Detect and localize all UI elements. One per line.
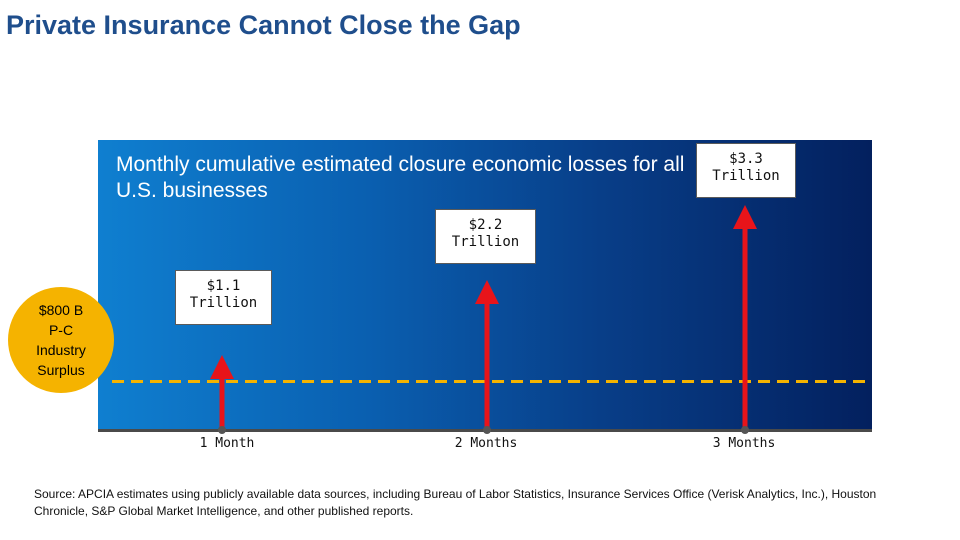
source-note: Source: APCIA estimates using publicly a… (34, 487, 877, 518)
arrow-base-dot (218, 426, 226, 434)
x-tick-label: 2 Months (454, 436, 518, 451)
value-label-amount: $1.1 (206, 278, 241, 294)
reference-line-label: $800 B P-C Industry Surplus (8, 287, 114, 393)
x-tick-label: 1 Month (199, 436, 255, 451)
value-label-3-months: $3.3 Trillion (696, 143, 796, 198)
value-label-unit: Trillion (189, 295, 258, 311)
value-label-1-month: $1.1 Trillion (175, 270, 272, 325)
arrow-head (210, 355, 234, 379)
bar-arrow-3 (733, 205, 757, 434)
x-tick-label: 3 Months (712, 436, 776, 451)
value-label-unit: Trillion (712, 168, 780, 184)
arrow-head (475, 280, 499, 304)
reference-line-text: $800 B P-C Industry Surplus (36, 302, 86, 378)
value-label-amount: $3.3 (729, 151, 763, 167)
bar-arrow-1 (210, 355, 234, 434)
value-label-2-months: $2.2 Trillion (435, 209, 536, 264)
arrow-base-dot (741, 426, 749, 434)
page-title: Private Insurance Cannot Close the Gap (6, 10, 521, 40)
chart-title: Monthly cumulative estimated closure eco… (116, 153, 685, 202)
arrow-head (733, 205, 757, 229)
bar-arrow-2 (475, 280, 499, 434)
arrow-base-dot (483, 426, 491, 434)
value-label-amount: $2.2 (468, 217, 503, 233)
value-label-unit: Trillion (451, 234, 520, 250)
